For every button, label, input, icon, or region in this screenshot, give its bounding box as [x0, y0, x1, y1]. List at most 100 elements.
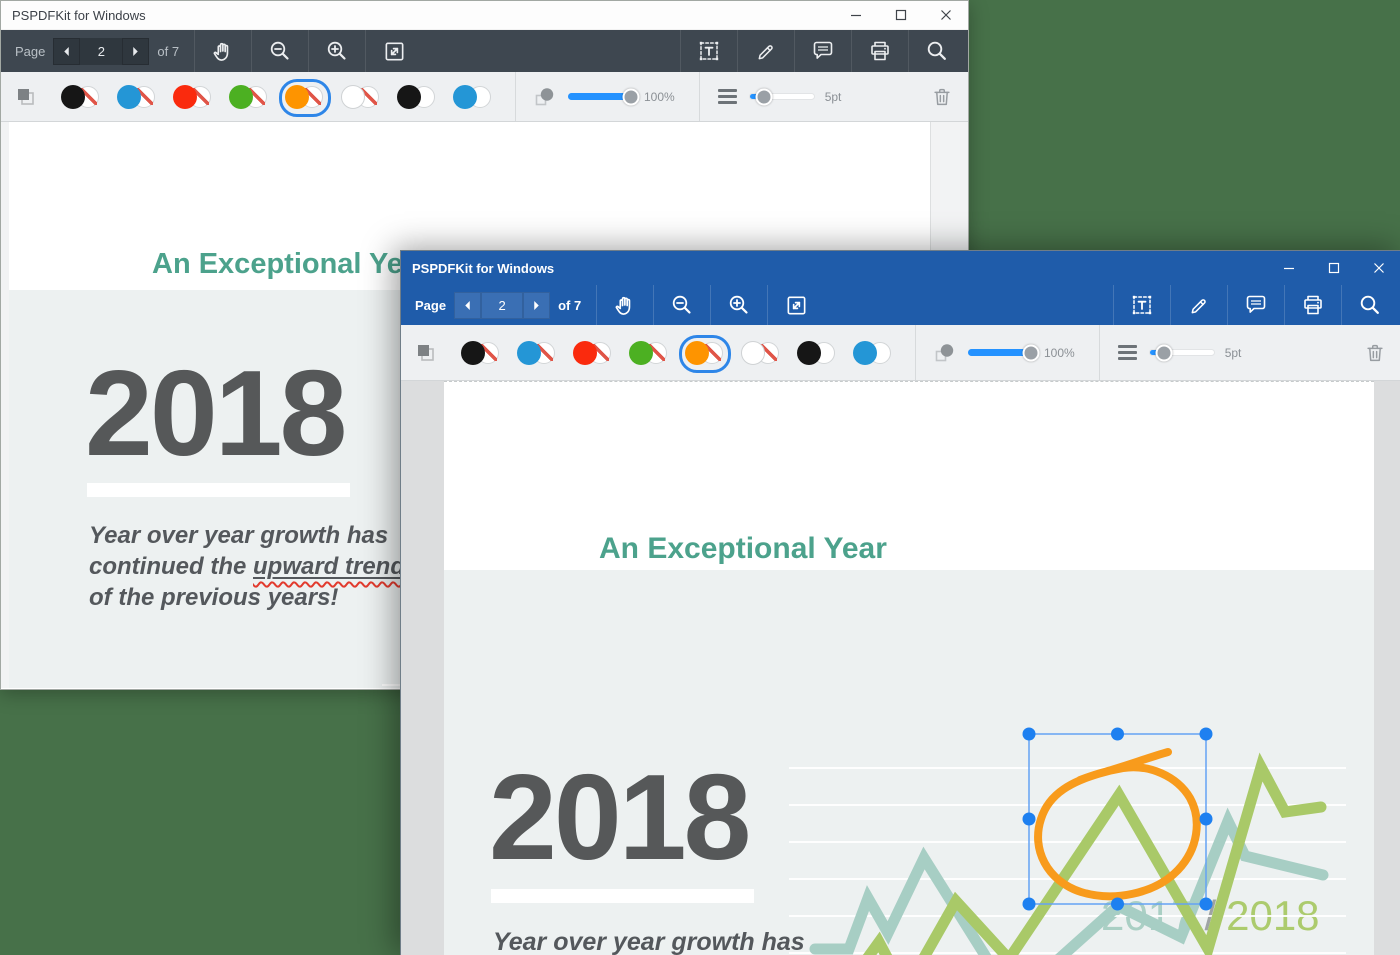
line-thickness-icon: [1117, 345, 1137, 360]
ink-pen-tool-button[interactable]: [749, 34, 783, 68]
color-swatch-blue[interactable]: [517, 340, 555, 365]
toolbar-divider: [251, 30, 253, 72]
close-button[interactable]: [923, 1, 968, 29]
opacity-slider-knob[interactable]: [622, 88, 640, 105]
color-swatch-black-plain[interactable]: [797, 340, 835, 365]
page-number-input[interactable]: [481, 291, 524, 319]
thickness-slider-knob[interactable]: [1155, 344, 1173, 361]
close-button[interactable]: [1356, 251, 1400, 285]
divider-bar: [87, 483, 350, 497]
print-button[interactable]: [1296, 288, 1330, 322]
opacity-slider-knob[interactable]: [1022, 344, 1040, 361]
text-annotation-tool-button[interactable]: [692, 34, 726, 68]
color-swatch-red[interactable]: [573, 340, 611, 365]
toolbar-divider: [1170, 285, 1171, 325]
toolbar-divider: [851, 30, 852, 72]
main-toolbar: Page of 7: [401, 285, 1400, 325]
thickness-slider[interactable]: [1148, 344, 1215, 361]
minimize-button[interactable]: [833, 1, 878, 29]
doc-heading: An Exceptional Year: [599, 532, 887, 565]
legend-2018: 2018: [1226, 892, 1320, 939]
color-swatch-white[interactable]: [341, 84, 379, 109]
search-button[interactable]: [920, 34, 954, 68]
opacity-slider[interactable]: [568, 88, 640, 105]
doc-section: 2018 Year over year growth has continued…: [444, 570, 1374, 955]
thickness-slider[interactable]: [748, 88, 815, 105]
doc-year: 2018: [85, 345, 347, 481]
color-swatch-white[interactable]: [741, 340, 779, 365]
zoom-in-button[interactable]: [320, 34, 354, 68]
annotation-toolbar: 100% 5pt: [1, 72, 968, 122]
toolbar-divider: [710, 285, 712, 325]
opacity-value: 100%: [644, 89, 675, 104]
minimize-button[interactable]: [1266, 251, 1311, 285]
fit-to-screen-button[interactable]: [779, 288, 813, 322]
comment-tool-button[interactable]: [1239, 288, 1273, 322]
divider-bar: [491, 889, 754, 903]
maximize-button[interactable]: [878, 1, 923, 29]
color-swatch-orange[interactable]: [679, 334, 731, 373]
zoom-out-button[interactable]: [665, 288, 699, 322]
maximize-button[interactable]: [1311, 251, 1356, 285]
color-swatch-green[interactable]: [229, 84, 267, 109]
toolbar-divider: [1341, 285, 1342, 325]
pan-hand-tool-button[interactable]: [206, 34, 240, 68]
toolbar-divider: [698, 72, 700, 121]
titlebar[interactable]: PSPDFKit for Windows: [1, 1, 968, 30]
zoom-out-button[interactable]: [263, 34, 297, 68]
color-swatch-black-plain[interactable]: [397, 84, 435, 109]
toolbar-divider: [767, 285, 769, 325]
color-swatch-row: [61, 78, 491, 117]
shape-style-icon[interactable]: [415, 342, 437, 364]
opacity-icon: [534, 86, 556, 108]
fit-to-screen-button[interactable]: [377, 34, 411, 68]
thickness-value: 5pt: [1224, 345, 1242, 360]
previous-page-button[interactable]: [454, 291, 482, 319]
document-viewport[interactable]: An Exceptional Year Maximizing Value Wit…: [401, 381, 1400, 955]
toolbar-divider: [596, 285, 598, 325]
toolbar-divider: [365, 30, 367, 72]
toolbar-divider: [1284, 285, 1285, 325]
page-label: Page: [415, 297, 447, 313]
page-total-label: of 7: [558, 297, 582, 313]
toolbar-divider: [915, 325, 916, 380]
opacity-slider[interactable]: [968, 344, 1040, 361]
toolbar-divider: [1098, 325, 1100, 380]
legend-separator: /: [1204, 892, 1217, 939]
color-swatch-blue-plain[interactable]: [853, 340, 891, 365]
titlebar[interactable]: PSPDFKit for Windows: [401, 251, 1400, 285]
ink-pen-tool-button[interactable]: [1182, 288, 1216, 322]
color-swatch-blue[interactable]: [117, 84, 155, 109]
previous-page-button[interactable]: [53, 37, 81, 65]
color-swatch-black[interactable]: [461, 340, 499, 365]
thickness-value: 5pt: [824, 89, 842, 104]
toolbar-divider: [515, 72, 516, 121]
misspelled-underlined-text: upward trend: [253, 553, 406, 580]
text-annotation-tool-button[interactable]: [1125, 288, 1159, 322]
doc-paragraph: Year over year growth has continued the …: [493, 928, 805, 955]
next-page-button[interactable]: [523, 291, 551, 319]
pan-hand-tool-button[interactable]: [608, 288, 642, 322]
color-swatch-red[interactable]: [173, 84, 211, 109]
legend-2017: 2017: [1101, 892, 1195, 939]
delete-annotation-button[interactable]: [1364, 342, 1386, 364]
color-swatch-green[interactable]: [629, 340, 667, 365]
zoom-in-button[interactable]: [722, 288, 756, 322]
page-number-input[interactable]: [80, 37, 123, 65]
color-swatch-blue-plain[interactable]: [453, 84, 491, 109]
color-swatch-orange[interactable]: [279, 78, 331, 117]
window-controls: [833, 1, 968, 29]
toolbar-divider: [194, 30, 196, 72]
color-swatch-black[interactable]: [61, 84, 99, 109]
shape-style-icon[interactable]: [15, 86, 37, 108]
toolbar-divider: [680, 30, 681, 72]
page-total-label: of 7: [157, 43, 180, 59]
next-page-button[interactable]: [122, 37, 150, 65]
comment-tool-button[interactable]: [806, 34, 840, 68]
thickness-slider-knob[interactable]: [755, 88, 773, 105]
color-swatch-row: [461, 334, 891, 373]
print-button[interactable]: [863, 34, 897, 68]
search-button[interactable]: [1353, 288, 1387, 322]
delete-annotation-button[interactable]: [931, 86, 953, 108]
